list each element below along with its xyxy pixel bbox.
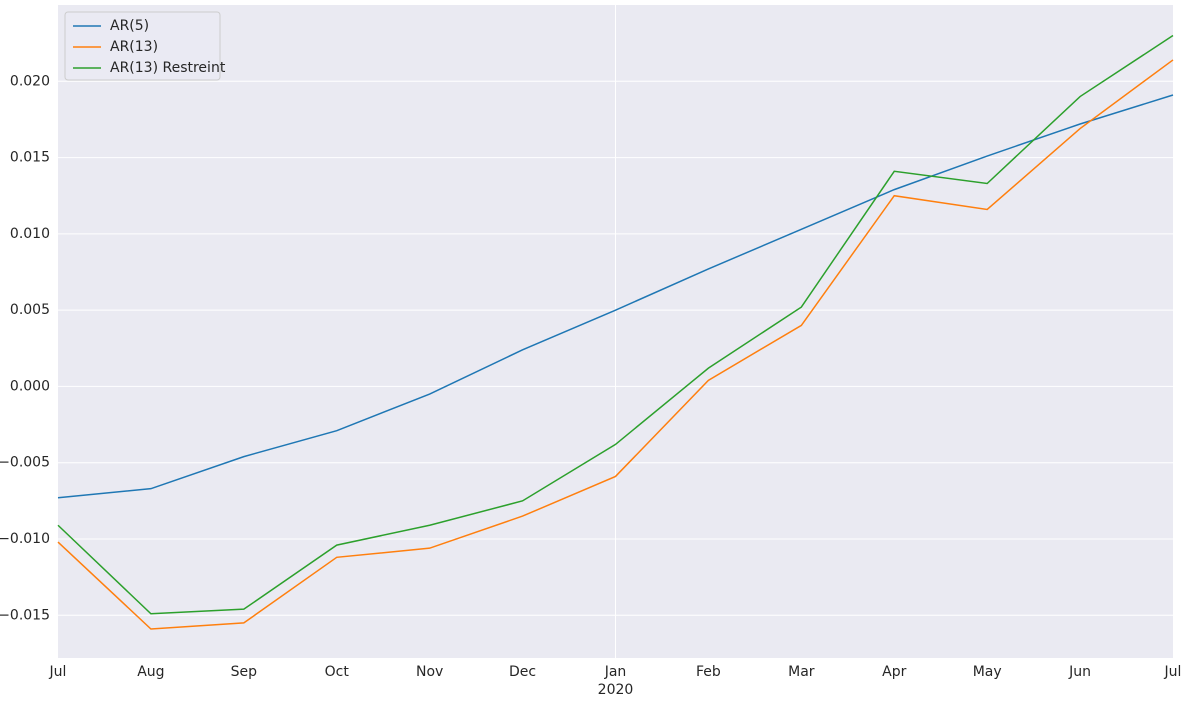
legend-box: [64, 11, 221, 81]
x-tick-label: Jun: [1068, 664, 1091, 680]
y-tick-label: −0.010: [0, 531, 50, 547]
y-tick-label: 0.010: [10, 226, 50, 242]
x-tick-label: May: [973, 664, 1002, 680]
series-line: [57, 94, 1174, 499]
x-tick-label: Aug: [137, 664, 164, 680]
y-tick-label: 0.000: [10, 378, 50, 394]
legend-label: AR(5): [110, 18, 149, 34]
x-year-label: 2020: [598, 682, 634, 698]
y-tick-label: −0.015: [0, 607, 50, 623]
x-tick-label: Nov: [416, 664, 443, 680]
x-tick-label: Jul: [49, 664, 67, 680]
x-tick-label: Feb: [696, 664, 721, 680]
x-tick-label: Dec: [509, 664, 536, 680]
x-tick-label: Sep: [231, 664, 258, 680]
x-tick-label: Jan: [604, 664, 627, 680]
x-tick-label: Oct: [325, 664, 350, 680]
series-line: [57, 59, 1174, 630]
legend-label: AR(13) Restreint: [110, 60, 226, 76]
series-line: [57, 34, 1174, 615]
y-tick-label: 0.020: [10, 73, 50, 89]
x-tick-label: Apr: [882, 664, 906, 680]
y-tick-label: 0.005: [10, 302, 50, 318]
x-tick-label: Mar: [788, 664, 815, 680]
legend-label: AR(13): [110, 39, 158, 55]
x-tick-label: Jul: [1164, 664, 1182, 680]
y-tick-label: −0.005: [0, 455, 50, 471]
y-tick-label: 0.015: [10, 150, 50, 166]
